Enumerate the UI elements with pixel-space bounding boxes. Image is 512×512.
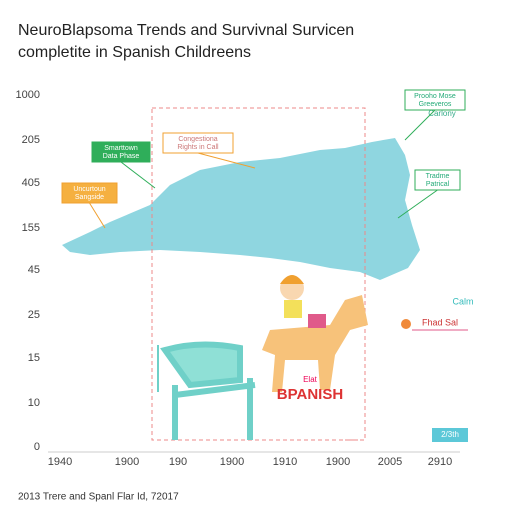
y-label: 405 <box>22 177 40 189</box>
callout-text: Rights in Call <box>177 144 219 151</box>
note: Calm <box>452 296 473 306</box>
x-label: 1900 <box>115 456 139 468</box>
callout-box <box>404 89 466 111</box>
callout-text: Smarttown <box>104 145 138 152</box>
horse <box>262 275 368 392</box>
y-label: 25 <box>28 309 40 321</box>
callout-text: Tradme <box>426 173 450 180</box>
x-label: 2005 <box>378 456 402 468</box>
callout-text: Sangside <box>75 194 104 201</box>
callout-text: Data Phase <box>103 153 140 160</box>
y-label: 10 <box>28 397 40 409</box>
x-label: 1910 <box>273 456 297 468</box>
y-label: 155 <box>22 222 40 234</box>
dashed-frame <box>151 107 366 441</box>
title-line: NeuroBlapsoma Trends and Survivnal Survi… <box>18 22 354 39</box>
note: Carlony <box>428 109 456 118</box>
spanish-label: BPANISH <box>277 386 343 403</box>
badge <box>432 428 468 442</box>
x-label: 1940 <box>48 456 72 468</box>
y-label: 0 <box>34 441 40 453</box>
x-label: 190 <box>169 456 187 468</box>
title-line: completite in Spanish Childreens <box>18 44 251 61</box>
callout-box <box>162 132 234 154</box>
badge-text: 2/3th <box>441 430 459 439</box>
callout-box <box>91 141 151 163</box>
flower <box>401 319 411 329</box>
callout-pointer <box>397 189 438 219</box>
callout-pointer <box>197 152 256 169</box>
callout-text: Uncurtoun <box>73 186 105 193</box>
y-label: 15 <box>28 352 40 364</box>
x-label: 1900 <box>220 456 244 468</box>
callout-box <box>61 182 118 204</box>
callout-pointer <box>404 109 436 141</box>
note: Elat <box>303 375 318 384</box>
callout-text: Greeveros <box>419 101 452 108</box>
chair <box>160 341 256 440</box>
callout-text: Congestiona <box>178 136 217 143</box>
y-label: 1000 <box>16 89 40 101</box>
x-label: 1900 <box>326 456 350 468</box>
callout-pointer <box>89 202 106 229</box>
footer: 2013 Trere and Spanl Flar Id, 72017 <box>18 492 179 503</box>
callout-pointer <box>120 161 156 189</box>
note: Fhad Sal <box>422 317 458 327</box>
y-label: 205 <box>22 134 40 146</box>
y-label: 45 <box>28 264 40 276</box>
callout-box <box>414 169 461 191</box>
x-label: 2910 <box>428 456 452 468</box>
callout-text: Prooho Mose <box>414 93 456 100</box>
callout-text: Patrical <box>426 181 450 188</box>
